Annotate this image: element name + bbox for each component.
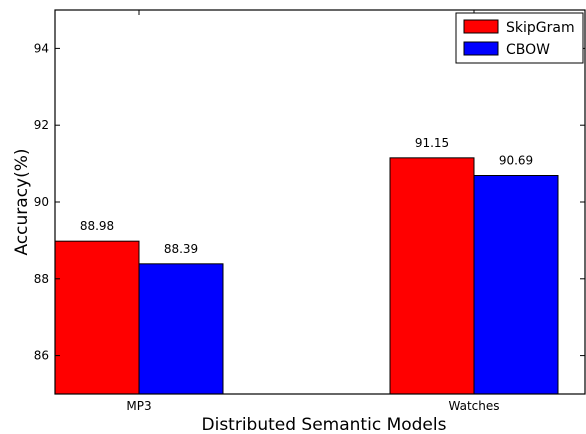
bars-layer (54, 157, 559, 395)
legend-label-skipgram: SkipGram (506, 20, 575, 36)
bar-skipgram-mp3 (54, 240, 140, 395)
x-axis: MP3 Watches (126, 10, 500, 413)
data-label-cbow-mp3: 88.39 (164, 242, 198, 256)
data-labels-layer: 88.98 91.15 88.39 90.69 (80, 136, 533, 256)
legend-swatch-skipgram (463, 19, 499, 34)
bar-cbow-watches (473, 175, 559, 395)
legend-label-cbow: CBOW (506, 42, 550, 58)
data-label-skipgram-mp3: 88.98 (80, 219, 114, 233)
y-tick-label: 94 (34, 41, 49, 55)
y-tick-label: 86 (34, 349, 49, 363)
x-tick-label: Watches (449, 399, 500, 413)
legend: SkipGram CBOW (455, 12, 584, 64)
bar-cbow-mp3 (138, 263, 224, 395)
x-tick-label: MP3 (126, 399, 151, 413)
bar-skipgram-watches (389, 157, 475, 395)
y-tick-label: 92 (34, 118, 49, 132)
y-tick-label: 90 (34, 195, 49, 209)
y-axis-label: Accuracy(%) (12, 148, 32, 255)
y-axis: 86 88 90 92 94 (34, 41, 585, 363)
x-axis-label: Distributed Semantic Models (202, 415, 447, 434)
y-tick-label: 88 (34, 272, 49, 286)
data-label-skipgram-watches: 91.15 (415, 136, 449, 150)
legend-swatch-cbow (463, 41, 499, 56)
data-label-cbow-watches: 90.69 (499, 154, 533, 168)
